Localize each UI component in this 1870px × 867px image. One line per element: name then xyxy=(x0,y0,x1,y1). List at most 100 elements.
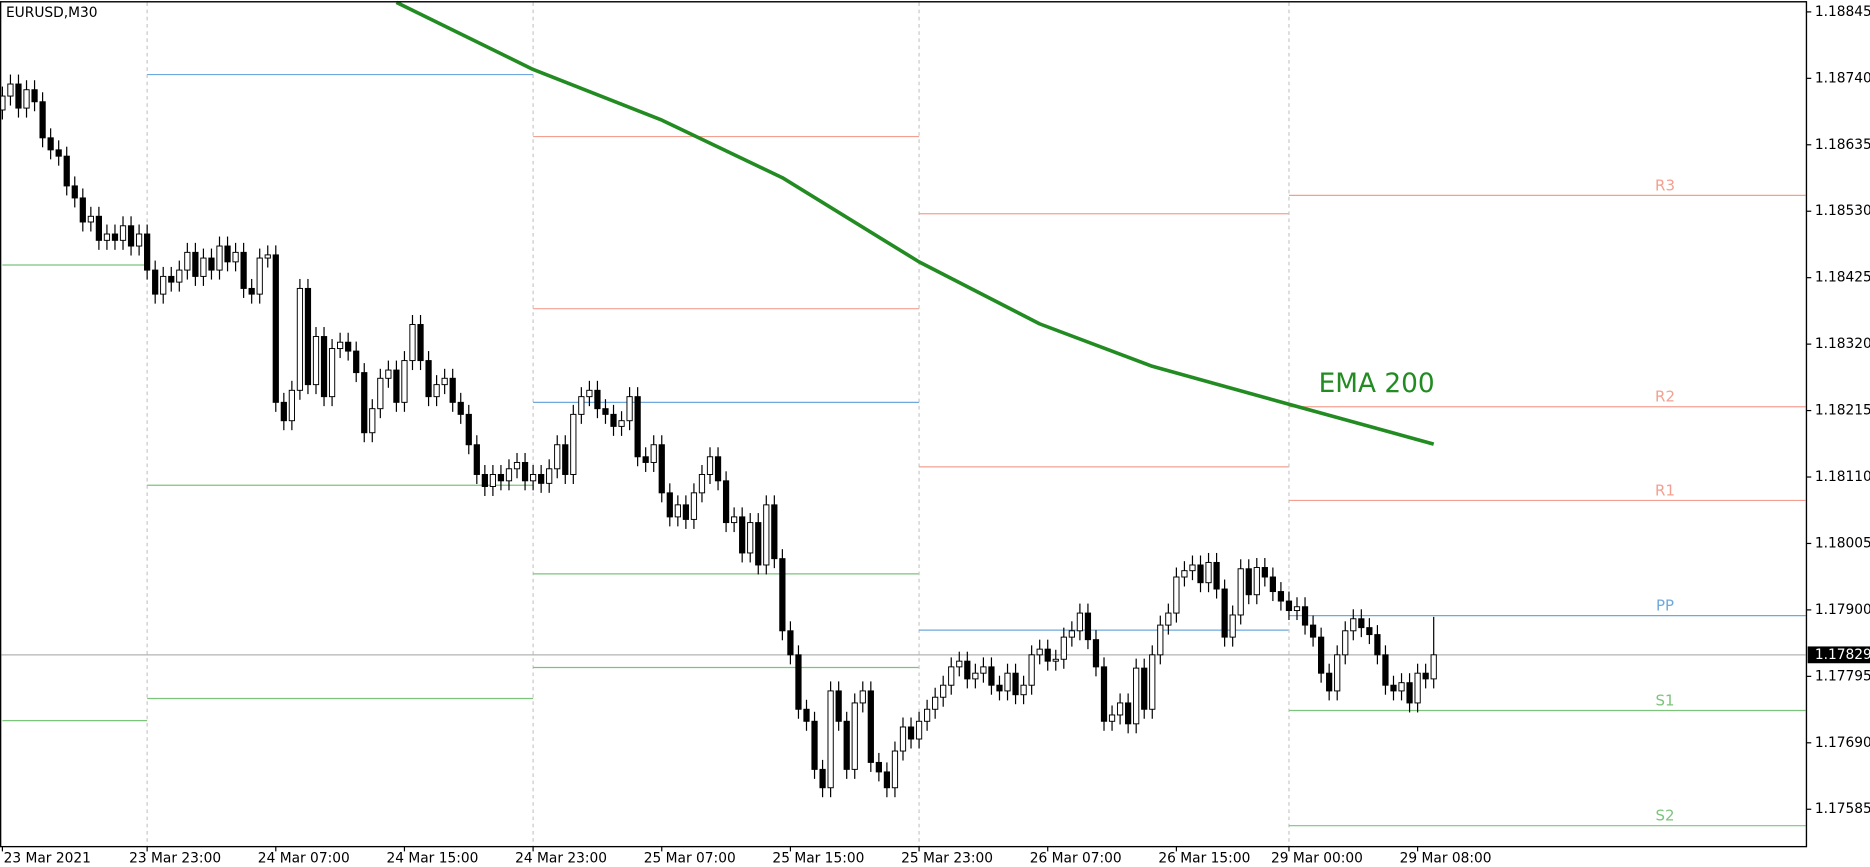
candle-body xyxy=(1205,561,1212,584)
y-tick-label: 1.17585 xyxy=(1815,801,1870,817)
candle-body xyxy=(940,684,947,698)
candle-body xyxy=(1084,612,1092,641)
x-tick-label: 26 Mar 15:00 xyxy=(1158,851,1250,867)
candle-body xyxy=(1237,568,1244,616)
candle-body xyxy=(722,480,730,524)
candle-body xyxy=(144,233,151,271)
x-tick-label: 24 Mar 07:00 xyxy=(258,851,350,867)
candle-body xyxy=(1390,684,1397,692)
plot-frame xyxy=(0,1,1808,848)
candle-body xyxy=(875,761,882,773)
y-tick-label: 1.17690 xyxy=(1815,735,1870,751)
candle-body xyxy=(618,420,625,427)
candle-body xyxy=(87,215,94,223)
candle-body xyxy=(546,468,553,484)
candle-body xyxy=(1245,568,1252,596)
candle-body xyxy=(1004,672,1011,692)
candle-body xyxy=(433,384,440,398)
x-tick-label: 23 Mar 2021 xyxy=(4,851,91,867)
candle-body xyxy=(554,444,561,470)
candle-body xyxy=(907,726,915,740)
candle-body xyxy=(7,83,14,97)
candle-body xyxy=(513,461,521,470)
candle-body xyxy=(1374,634,1381,656)
candle-body xyxy=(1012,672,1019,696)
y-tick-label: 1.18635 xyxy=(1815,137,1870,153)
y-tick-label: 1.18320 xyxy=(1815,336,1870,352)
candle-body xyxy=(47,137,54,151)
candle-body xyxy=(771,504,778,560)
candle-body xyxy=(827,690,834,789)
candle-body xyxy=(1326,672,1333,692)
candle-body xyxy=(859,690,866,704)
candle-body xyxy=(739,516,746,554)
candle-body xyxy=(63,155,70,187)
pivot-label: S2 xyxy=(1656,807,1675,825)
candle-body xyxy=(521,461,529,482)
candle-body xyxy=(409,324,416,362)
candle-body xyxy=(562,444,569,475)
pivot-label: R3 xyxy=(1655,176,1675,194)
candle-body xyxy=(240,251,247,289)
candle-body xyxy=(353,350,360,374)
candle-body xyxy=(891,750,899,789)
candle-body xyxy=(417,324,424,362)
candle-body xyxy=(1414,672,1421,704)
candle-body xyxy=(1189,564,1196,572)
candle-body xyxy=(787,630,794,656)
candle-body xyxy=(626,396,633,422)
candle-body xyxy=(538,474,545,484)
chart-title: EURUSD,M30 xyxy=(6,5,98,21)
candle-body xyxy=(489,474,497,487)
candle-body xyxy=(795,654,802,710)
candle-body xyxy=(1309,624,1317,638)
candle-body xyxy=(755,522,762,566)
candle-body xyxy=(160,275,167,295)
candle-body xyxy=(1358,618,1365,629)
candle-body xyxy=(176,269,183,283)
candle-body xyxy=(79,197,86,223)
candle-body xyxy=(1342,630,1349,656)
candle-body xyxy=(369,408,376,434)
candle-body xyxy=(851,702,858,770)
candle-body xyxy=(1076,612,1084,632)
candle-body xyxy=(1052,658,1059,662)
candle-body xyxy=(1229,614,1236,638)
candle-body xyxy=(23,89,30,109)
candle-body xyxy=(168,275,175,283)
candle-body xyxy=(658,444,665,494)
candle-body xyxy=(457,401,464,415)
candle-body xyxy=(1092,639,1100,668)
candle-body xyxy=(1301,606,1309,626)
candle-body xyxy=(956,660,963,668)
candle-body xyxy=(642,456,649,463)
candle-body xyxy=(674,504,681,518)
y-tick-label: 1.18110 xyxy=(1815,469,1870,485)
candle-body xyxy=(698,474,706,494)
candle-body xyxy=(747,522,754,554)
candle-body xyxy=(385,369,392,379)
candle-body xyxy=(39,101,46,139)
candle-body xyxy=(256,257,263,295)
candle-body xyxy=(481,474,488,487)
candle-body xyxy=(706,456,714,475)
candle-body xyxy=(1108,714,1116,722)
candle-body xyxy=(465,413,472,446)
candle-body xyxy=(803,708,810,722)
candle-body xyxy=(1382,654,1389,686)
candle-body xyxy=(111,233,119,241)
candle-body xyxy=(690,492,698,520)
candle-body xyxy=(1060,636,1067,660)
y-tick-label: 1.18425 xyxy=(1815,270,1870,286)
candle-body xyxy=(996,684,1003,692)
candle-body xyxy=(1044,648,1051,662)
candle-body xyxy=(811,720,818,770)
y-tick-label: 1.17795 xyxy=(1815,668,1870,684)
candle-body xyxy=(232,251,239,263)
candle-body xyxy=(312,336,320,386)
pivot-label: R1 xyxy=(1655,481,1675,499)
candle-body xyxy=(55,149,62,157)
candle-body xyxy=(401,360,408,403)
candle-body xyxy=(1141,667,1148,710)
